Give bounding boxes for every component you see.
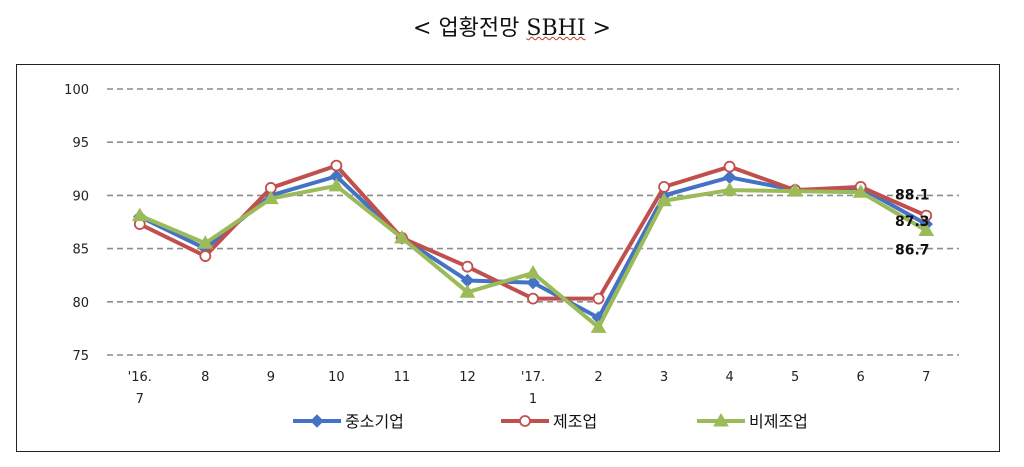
legend-item: 비제조업 [697,412,808,431]
label-layer: 88.1 87.3 86.7 [895,188,930,259]
data-point [722,170,737,185]
data-point [658,180,670,193]
y-tick-label: 80 [72,296,89,311]
data-point [918,222,935,237]
data-point [459,284,476,298]
data-point [394,229,410,244]
data-point [262,190,279,205]
legend-label: 제조업 [553,412,597,431]
data-point [197,235,214,249]
data-point [461,260,474,273]
legend-label: 중소기업 [345,412,404,431]
x-tick-label: 5 [791,370,799,385]
data-point [852,184,869,198]
x-tick-label: 3 [660,370,668,385]
series-layer [131,159,935,333]
data-point [713,413,729,427]
data-point [656,192,672,207]
series-비제조업 [131,177,935,333]
data-point [525,265,541,279]
x-tick-label: 10 [328,370,345,385]
line-chart: 100 95 90 85 80 75 '16. 7 8 9 10 11 12 '17. 1 2 3 4 5 6 7 88… [64,83,959,431]
y-tick-label: 85 [72,243,89,258]
series-line [138,183,928,330]
y-tick-label: 75 [72,349,89,364]
x-tick-label: '17. 1 [521,370,545,407]
y-tick-label: 90 [72,189,89,204]
x-tick-label: 2 [594,370,602,385]
data-point [526,275,540,290]
y-tick-label: 95 [72,136,89,151]
chart-title-suffix: > [592,16,611,41]
x-tick-label: 7 [922,370,930,385]
x-tick-label: '16. 7 [128,370,152,407]
data-point [310,414,324,428]
data-point [519,415,531,427]
data-label: 88.1 [895,188,930,204]
tick-layer: 100 95 90 85 80 75 '16. 7 8 9 10 11 12 '17. 1 2 3 4 5 6 7 [64,83,930,407]
chart-title: < 업황전망 SBHI > [0,10,1024,42]
legend-item: 중소기업 [293,412,404,431]
legend-item: 제조업 [501,412,597,431]
x-tick-label: 11 [394,370,411,385]
data-point [199,250,212,262]
data-point [723,160,736,173]
chart-title-sbhi: SBHI [526,16,586,41]
x-tick-label: 8 [201,370,209,385]
x-tick-label: 6 [857,370,865,385]
data-label: 86.7 [895,243,930,259]
chart-title-prefix: < 업황전망 [413,16,520,41]
data-label: 87.3 [895,214,930,230]
data-point [592,292,605,305]
chart-frame: 100 95 90 85 80 75 '16. 7 8 9 10 11 12 '17. 1 2 3 4 5 6 7 88… [16,64,1000,452]
x-tick-label: 9 [267,370,275,385]
data-point [328,177,345,192]
data-point [527,292,539,305]
data-point [920,209,933,222]
x-tick-label: 4 [725,370,733,385]
data-point [787,183,804,197]
y-tick-label: 100 [64,83,89,98]
data-point [131,207,148,222]
x-tick-label: 12 [459,370,476,385]
data-point [721,182,738,196]
data-point [330,159,343,172]
data-point [590,319,607,333]
legend-label: 비제조업 [749,412,808,431]
legend: 중소기업 제조업 비제조업 [293,412,808,431]
